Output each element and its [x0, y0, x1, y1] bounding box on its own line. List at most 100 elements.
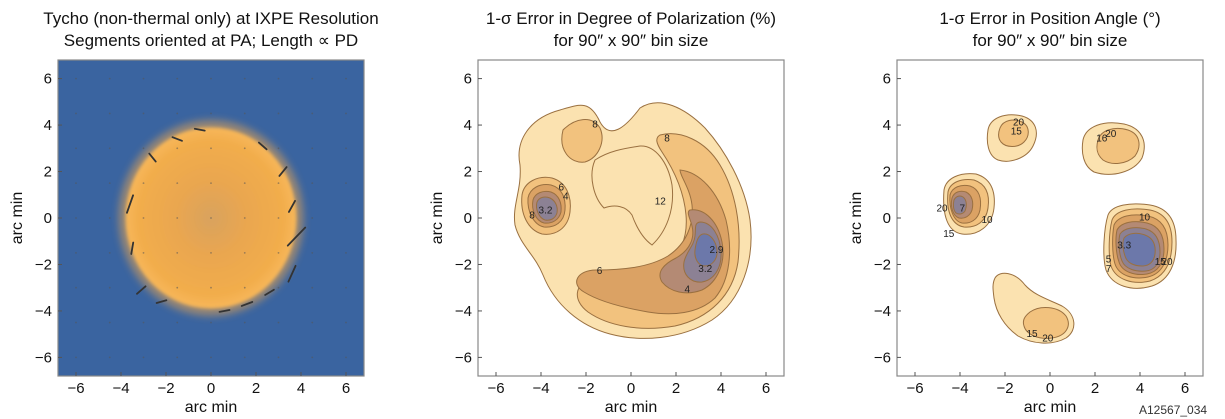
- y-tick-label: −4: [455, 303, 472, 320]
- y-tick-label: −6: [35, 349, 52, 366]
- contour-label: 8: [592, 120, 598, 131]
- y-tick-label: −6: [874, 349, 891, 366]
- polarization-segment: [264, 288, 275, 296]
- grid-dot: [277, 147, 280, 150]
- y-tick-label: −4: [35, 303, 52, 320]
- x-tick-label: −6: [67, 380, 84, 397]
- contour-label: 6: [597, 266, 603, 277]
- y-tick-label: 6: [464, 71, 472, 88]
- y-tick-label: 4: [883, 117, 891, 134]
- grid-dot: [108, 251, 111, 254]
- contour-label: 3.2: [539, 206, 553, 217]
- grid-dot: [142, 356, 145, 359]
- polarization-segment: [287, 264, 297, 283]
- grid-dot: [243, 286, 246, 289]
- grid-dot: [142, 77, 145, 80]
- grid-dot: [311, 77, 314, 80]
- x-axis-label: arc min: [1024, 399, 1076, 416]
- grid-dot: [176, 182, 179, 185]
- grid-dot: [243, 251, 246, 254]
- y-tick-label: 0: [883, 210, 891, 227]
- panel-a-emission: [75, 77, 347, 359]
- grid-dot: [142, 112, 145, 115]
- x-tick-label: 2: [672, 380, 680, 397]
- pd-contour-level-5b: [536, 196, 558, 221]
- grid-dot: [210, 251, 212, 254]
- grid-dot: [75, 321, 77, 324]
- grid-dot: [311, 286, 314, 289]
- x-tick-label: −4: [951, 380, 968, 397]
- x-tick-label: 4: [1136, 380, 1144, 397]
- polarization-segment: [218, 309, 231, 313]
- grid-dot: [176, 286, 179, 289]
- panel-c-title-line-1: 1-σ Error in Position Angle (°): [939, 9, 1160, 28]
- y-tick-label: −6: [455, 349, 472, 366]
- grid-dot: [277, 112, 280, 115]
- grid-dot: [176, 356, 179, 359]
- y-axis-label: arc min: [9, 192, 26, 244]
- grid-dot: [210, 147, 212, 150]
- grid-dot: [345, 356, 347, 359]
- contour-label: 2.9: [710, 245, 724, 256]
- grid-dot: [75, 217, 77, 219]
- grid-dot: [108, 217, 111, 219]
- grid-dot: [176, 321, 179, 324]
- polarization-segment: [171, 136, 183, 142]
- panel-pa-error: 1-σ Error in Position Angle (°) for 90″ …: [848, 9, 1204, 416]
- grid-dot: [108, 147, 111, 150]
- contour-label: 3.3: [1117, 241, 1131, 252]
- panel-pd-error: 1-σ Error in Degree of Polarization (%) …: [429, 9, 785, 416]
- contour-label: 15: [1011, 127, 1023, 138]
- x-tick-label: 0: [1046, 380, 1054, 397]
- y-tick-label: 6: [44, 71, 52, 88]
- grid-dot: [311, 321, 314, 324]
- grid-dot: [311, 147, 314, 150]
- grid-dot: [277, 217, 280, 219]
- x-tick-label: −6: [906, 380, 923, 397]
- grid-dot: [277, 251, 280, 254]
- pa-contour-top-left-inner: [998, 119, 1029, 147]
- polarization-segment: [148, 152, 157, 163]
- polarization-segment: [136, 285, 147, 295]
- grid-dot: [142, 147, 145, 150]
- grid-dot: [75, 77, 77, 80]
- grid-dot: [243, 77, 246, 80]
- grid-dot: [75, 112, 77, 115]
- grid-dot: [345, 321, 347, 324]
- grid-dot: [277, 356, 280, 359]
- grid-dot: [311, 356, 314, 359]
- y-tick-label: 2: [44, 164, 52, 181]
- figure-id: A12567_034: [1139, 403, 1207, 417]
- y-axis-label: arc min: [848, 192, 865, 244]
- y-tick-label: −2: [874, 256, 891, 273]
- polarization-segment: [278, 166, 288, 177]
- x-tick-label: −6: [487, 380, 504, 397]
- grid-dot: [345, 182, 347, 185]
- pa-contour-bottom-inner: [1022, 307, 1069, 339]
- grid-dot: [108, 77, 111, 80]
- contour-label: 20: [1042, 333, 1054, 344]
- grid-dot: [345, 77, 347, 80]
- panel-c-axes: −6 −4 −2 0 2 4 6 −6 −4 −2 0 2 4 6 arc min arc min: [848, 71, 1189, 416]
- grid-dot: [210, 77, 212, 80]
- polarization-segment: [288, 199, 296, 213]
- panel-a-grid-dots: [75, 77, 347, 359]
- contour-label: 3.2: [698, 264, 712, 275]
- grid-dot: [176, 77, 179, 80]
- x-tick-label: −2: [996, 380, 1013, 397]
- contour-label: 10: [1139, 213, 1151, 224]
- contour-label: 5: [1106, 254, 1112, 265]
- grid-dot: [176, 112, 179, 115]
- grid-dot: [210, 182, 212, 185]
- grid-dot: [345, 286, 347, 289]
- panel-b-title-line-1: 1-σ Error in Degree of Polarization (%): [486, 9, 776, 28]
- contour-label: 8: [529, 210, 535, 221]
- contour-label: 16: [1096, 134, 1108, 145]
- polarization-segment: [126, 194, 134, 214]
- x-axis-label: arc min: [605, 399, 657, 416]
- grid-dot: [210, 356, 212, 359]
- grid-dot: [176, 147, 179, 150]
